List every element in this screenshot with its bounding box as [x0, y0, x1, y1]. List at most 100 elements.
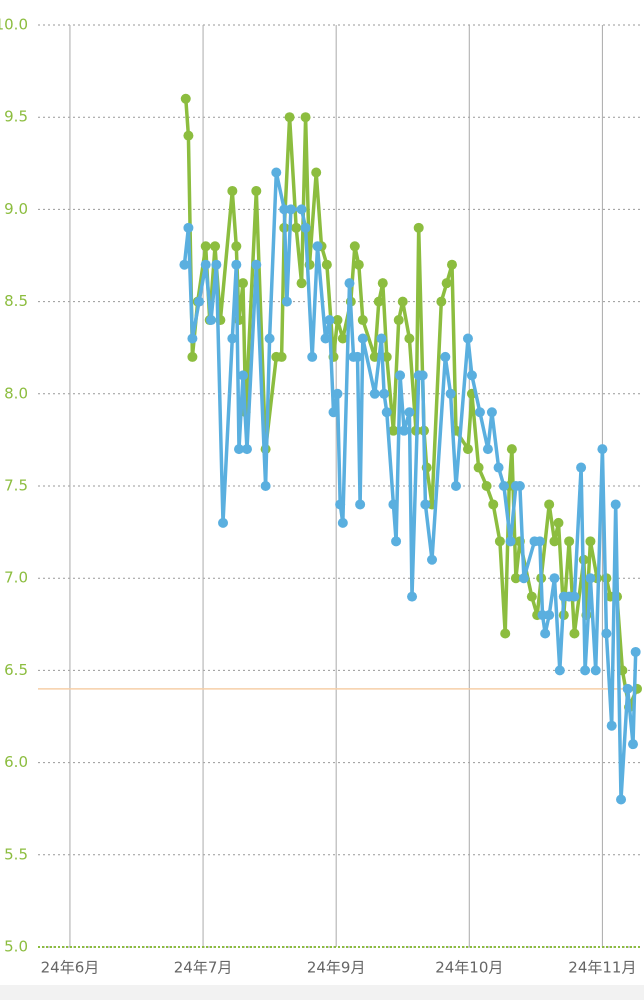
data-point	[417, 370, 428, 381]
data-point	[211, 259, 222, 270]
data-point	[344, 278, 355, 289]
data-point	[183, 222, 194, 233]
data-point	[234, 444, 244, 455]
data-point	[585, 536, 596, 547]
data-point	[549, 573, 560, 584]
data-point	[227, 185, 238, 196]
data-point	[549, 536, 560, 547]
data-point	[241, 444, 252, 455]
data-point	[187, 333, 198, 344]
data-point	[369, 388, 380, 399]
y-tick-label: 6.0	[4, 753, 28, 771]
data-point	[610, 499, 621, 510]
data-point	[218, 517, 229, 528]
data-point	[328, 407, 339, 418]
data-point	[271, 167, 282, 178]
data-point	[337, 517, 348, 528]
y-tick-label: 8.5	[4, 292, 28, 310]
data-point	[534, 536, 545, 547]
y-tick-label: 6.5	[4, 661, 28, 679]
data-point	[554, 665, 565, 676]
data-point	[486, 407, 497, 418]
data-point	[291, 222, 302, 233]
data-point	[514, 481, 525, 491]
data-point	[628, 739, 639, 750]
data-point	[335, 499, 346, 510]
data-point	[505, 536, 516, 547]
data-point	[332, 388, 343, 399]
data-point	[357, 315, 368, 326]
data-point	[321, 259, 332, 270]
data-point	[381, 407, 392, 418]
y-tick-label: 5.0	[4, 938, 28, 956]
data-point	[404, 333, 415, 344]
data-point	[474, 407, 485, 418]
data-point	[187, 351, 198, 362]
data-point	[180, 93, 191, 104]
x-tick-label: 24年9月	[307, 959, 366, 977]
data-point	[540, 628, 551, 639]
y-tick-label: 9.0	[4, 200, 28, 218]
data-point	[397, 296, 408, 307]
data-point	[307, 351, 318, 362]
data-point	[210, 241, 221, 252]
data-point	[399, 425, 410, 436]
data-point	[231, 259, 242, 270]
data-point	[622, 683, 633, 694]
data-point	[498, 481, 509, 491]
data-point	[355, 499, 366, 510]
footer-band	[0, 985, 644, 1000]
data-point	[526, 591, 537, 602]
data-point	[251, 259, 262, 270]
data-point	[377, 278, 388, 289]
y-tick-label: 10.0	[0, 16, 28, 34]
data-point	[393, 315, 404, 326]
data-point	[194, 296, 205, 307]
data-point	[237, 278, 248, 289]
data-point	[200, 241, 211, 252]
data-point	[446, 259, 457, 270]
x-tick-label: 24年10月	[435, 959, 503, 977]
data-point	[296, 278, 307, 289]
y-tick-label: 7.5	[4, 477, 28, 495]
y-tick-label: 8.0	[4, 384, 28, 402]
data-point	[285, 204, 296, 215]
data-point	[300, 112, 311, 123]
data-point	[183, 130, 194, 141]
data-point	[373, 296, 384, 307]
data-point	[544, 499, 555, 510]
data-point	[544, 610, 555, 621]
data-point	[206, 315, 217, 326]
data-point	[276, 351, 287, 362]
x-tick-label: 24年7月	[174, 959, 233, 977]
data-point	[569, 628, 580, 639]
data-point	[231, 241, 242, 252]
data-point	[395, 370, 406, 381]
data-point	[281, 296, 292, 307]
data-point	[580, 665, 591, 676]
data-point	[407, 591, 418, 602]
data-point	[237, 370, 248, 381]
data-point	[420, 499, 431, 510]
data-point	[404, 407, 415, 418]
data-point	[251, 185, 262, 196]
y-tick-label: 5.5	[4, 845, 28, 863]
data-point	[381, 351, 392, 362]
data-point	[481, 481, 492, 491]
data-point	[312, 241, 323, 252]
data-point	[576, 462, 587, 473]
data-point	[506, 444, 517, 455]
data-point	[494, 536, 505, 547]
data-point	[493, 462, 504, 473]
data-point	[440, 351, 451, 362]
data-point	[179, 259, 190, 270]
data-point	[585, 573, 596, 584]
x-tick-label: 24年11月	[568, 959, 636, 977]
data-point	[300, 222, 311, 233]
data-point	[320, 333, 331, 344]
data-point	[597, 444, 608, 455]
data-point	[553, 517, 564, 528]
data-point	[500, 628, 511, 639]
data-point	[630, 646, 641, 657]
